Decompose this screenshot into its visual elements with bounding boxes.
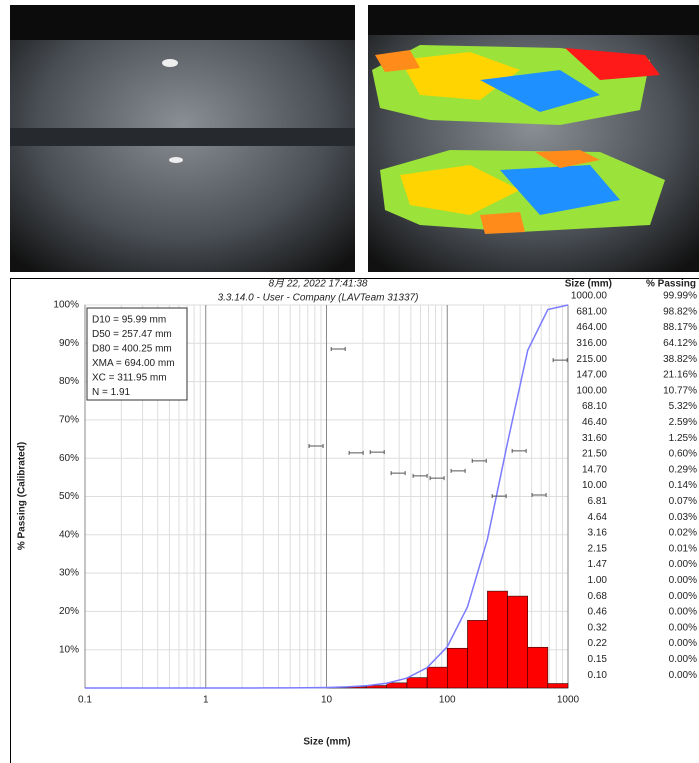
table-cell: 14.70 <box>582 464 607 475</box>
x-axis-label: Size (mm) <box>303 737 350 748</box>
table-cell: 1.47 <box>588 559 608 570</box>
table-cell: 0.32 <box>588 622 608 633</box>
table-cell: 0.46 <box>588 607 608 618</box>
table-cell: 10.00 <box>582 480 607 491</box>
table-cell: 2.59% <box>669 417 697 428</box>
table-cell: 0.29% <box>669 464 697 475</box>
table-cell: 3.16 <box>588 528 608 539</box>
table-cell: 0.03% <box>669 512 697 523</box>
table-cell: 0.00% <box>669 654 697 665</box>
table-cell: 147.00 <box>576 370 607 381</box>
table-cell: 2.15 <box>588 543 608 554</box>
histogram-bar <box>447 648 467 688</box>
table-cell: 6.81 <box>588 496 608 507</box>
y-tick-label: 50% <box>59 491 79 502</box>
table-cell: 0.00% <box>669 670 697 681</box>
histogram-bar <box>407 678 427 688</box>
y-axis-label: % Passing (Calibrated) <box>17 442 28 550</box>
table-header: Size (mm) <box>565 279 612 290</box>
y-tick-label: 70% <box>59 415 79 426</box>
table-cell: 10.77% <box>663 385 697 396</box>
stats-line: D50 = 257.47 mm <box>92 329 172 340</box>
table-cell: 0.22 <box>588 638 608 649</box>
table-cell: 88.17% <box>663 322 697 333</box>
table-cell: 99.99% <box>663 291 697 302</box>
table-cell: 0.68 <box>588 591 608 602</box>
table-cell: 0.02% <box>669 528 697 539</box>
table-cell: 21.16% <box>663 370 697 381</box>
table-cell: 681.00 <box>576 306 607 317</box>
table-cell: 0.00% <box>669 622 697 633</box>
y-tick-label: 90% <box>59 338 79 349</box>
histogram-bar <box>427 667 447 688</box>
page: 8月 22, 2022 17:41:38 3.3.14.0 - User - C… <box>0 0 699 763</box>
histogram-bar <box>548 684 568 688</box>
table-cell: 0.60% <box>669 449 697 460</box>
stats-line: D80 = 400.25 mm <box>92 344 172 355</box>
table-cell: 0.10 <box>588 670 608 681</box>
table-cell: 1.25% <box>669 433 697 444</box>
chart-subtitle: 3.3.14.0 - User - Company (LAVTeam 31337… <box>218 293 419 304</box>
table-cell: 68.10 <box>582 401 607 412</box>
stats-line: XC = 311.95 mm <box>92 373 167 384</box>
table-header: % Passing <box>646 279 696 290</box>
histogram-bar <box>467 620 487 688</box>
table-cell: 4.64 <box>588 512 608 523</box>
stats-line: N = 1.91 <box>92 387 131 398</box>
table-cell: 0.01% <box>669 543 697 554</box>
table-cell: 5.32% <box>669 401 697 412</box>
table-cell: 1000.00 <box>571 291 608 302</box>
table-cell: 46.40 <box>582 417 607 428</box>
photo-original <box>10 5 355 272</box>
x-tick-label: 100 <box>439 695 456 706</box>
table-cell: 31.60 <box>582 433 607 444</box>
table-cell: 464.00 <box>576 322 607 333</box>
table-cell: 0.00% <box>669 591 697 602</box>
table-cell: 0.07% <box>669 496 697 507</box>
table-cell: 1.00 <box>588 575 608 586</box>
histogram-bar <box>528 647 548 688</box>
chart-title: 8月 22, 2022 17:41:38 <box>269 279 368 290</box>
table-cell: 0.15 <box>588 654 608 665</box>
x-tick-label: 10 <box>321 695 333 706</box>
table-cell: 215.00 <box>576 354 607 365</box>
table-cell: 0.00% <box>669 575 697 586</box>
stats-line: XMA = 694.00 mm <box>92 358 175 369</box>
histogram-bar <box>387 683 407 688</box>
y-tick-label: 100% <box>53 300 79 311</box>
histogram-bar <box>487 591 507 688</box>
y-tick-label: 60% <box>59 453 79 464</box>
histogram-bar <box>508 596 528 688</box>
table-cell: 0.00% <box>669 559 697 570</box>
y-tick-label: 40% <box>59 529 79 540</box>
y-tick-label: 80% <box>59 376 79 387</box>
y-tick-label: 20% <box>59 606 79 617</box>
table-cell: 316.00 <box>576 338 607 349</box>
table-cell: 98.82% <box>663 306 697 317</box>
x-tick-label: 1000 <box>557 695 580 706</box>
screen: 8月 22, 2022 17:41:38 3.3.14.0 - User - C… <box>0 0 699 763</box>
table-cell: 0.00% <box>669 638 697 649</box>
x-tick-label: 1 <box>203 695 209 706</box>
table-cell: 0.14% <box>669 480 697 491</box>
y-tick-label: 10% <box>59 644 79 655</box>
photo-segmented <box>368 5 699 272</box>
x-tick-label: 0.1 <box>78 695 92 706</box>
stats-line: D10 = 95.99 mm <box>92 315 166 326</box>
y-tick-label: 30% <box>59 568 79 579</box>
table-cell: 64.12% <box>663 338 697 349</box>
table-cell: 100.00 <box>576 385 607 396</box>
table-cell: 38.82% <box>663 354 697 365</box>
table-cell: 0.00% <box>669 607 697 618</box>
table-cell: 21.50 <box>582 449 607 460</box>
